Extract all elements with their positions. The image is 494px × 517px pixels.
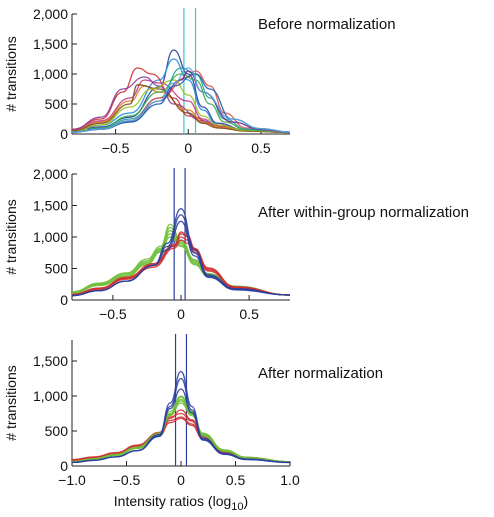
panel-after-normalization: 0 500 1,000 1,500 −1.0 −0.5 0 0.5 1.0 After norma…: [3, 334, 383, 513]
series-line: [71, 84, 291, 134]
panel-title: After normalization: [258, 365, 383, 382]
y-tick-label: 500: [45, 96, 69, 112]
y-axis-label: # transitions: [3, 36, 19, 111]
series-line: [71, 239, 291, 297]
y-tick-label: 500: [45, 423, 69, 439]
series-line: [71, 395, 291, 463]
y-tick-label: 2,000: [33, 6, 68, 22]
x-tick-label: 0.5: [251, 140, 271, 156]
y-tick-label: 1,500: [33, 198, 68, 214]
x-tick-label: −0.5: [113, 472, 141, 488]
y-tick-label: 500: [45, 261, 69, 277]
series-line: [71, 400, 291, 463]
y-tick-label: 1,000: [33, 229, 68, 245]
series-line: [71, 231, 291, 296]
x-tick-label: 0.5: [226, 472, 246, 488]
x-tick-label: 1.0: [280, 472, 300, 488]
x-axis-label: Intensity ratios (log10): [114, 493, 248, 513]
panel-after-within-group-normalization: 0 500 1,000 1,500 2,000 −0.5 0 0.5 After within-…: [3, 166, 469, 322]
series-line: [71, 402, 291, 463]
x-tick-label: −0.5: [99, 306, 127, 322]
series-line: [71, 396, 291, 463]
series-line: [71, 377, 291, 464]
series-line: [71, 73, 291, 133]
y-tick-label: 1,000: [33, 66, 68, 82]
series-line: [71, 223, 291, 296]
y-tick-label: 0: [60, 292, 68, 308]
series-line: [71, 388, 291, 464]
x-tick-label: −1.0: [58, 472, 86, 488]
panel-title: After within-group normalization: [258, 204, 469, 221]
panel-before-normalization: 0 500 1,000 1,500 2,000 −0.5 0 0.5 Before normal…: [3, 6, 396, 156]
series-line: [71, 220, 291, 297]
series-line: [71, 67, 291, 133]
y-tick-label: 0: [60, 126, 68, 142]
x-tick-label: 0: [184, 140, 192, 156]
x-tick-label: 0.5: [239, 306, 259, 322]
y-tick-label: 1,000: [33, 388, 68, 404]
y-tick-label: 1,500: [33, 36, 68, 52]
series-line: [71, 85, 291, 134]
y-axis-label: # transitions: [3, 365, 19, 440]
series-line: [71, 236, 291, 296]
y-axis-label: # transitions: [3, 199, 19, 274]
panel-title: Before normalization: [258, 16, 396, 33]
y-tick-label: 1,500: [33, 353, 68, 369]
x-tick-label: 0: [177, 306, 185, 322]
x-tick-label: 0: [177, 472, 185, 488]
series-line: [71, 398, 291, 463]
series-line: [71, 79, 291, 133]
y-tick-label: 0: [60, 458, 68, 474]
x-tick-label: −0.5: [102, 140, 130, 156]
y-tick-label: 2,000: [33, 166, 68, 182]
